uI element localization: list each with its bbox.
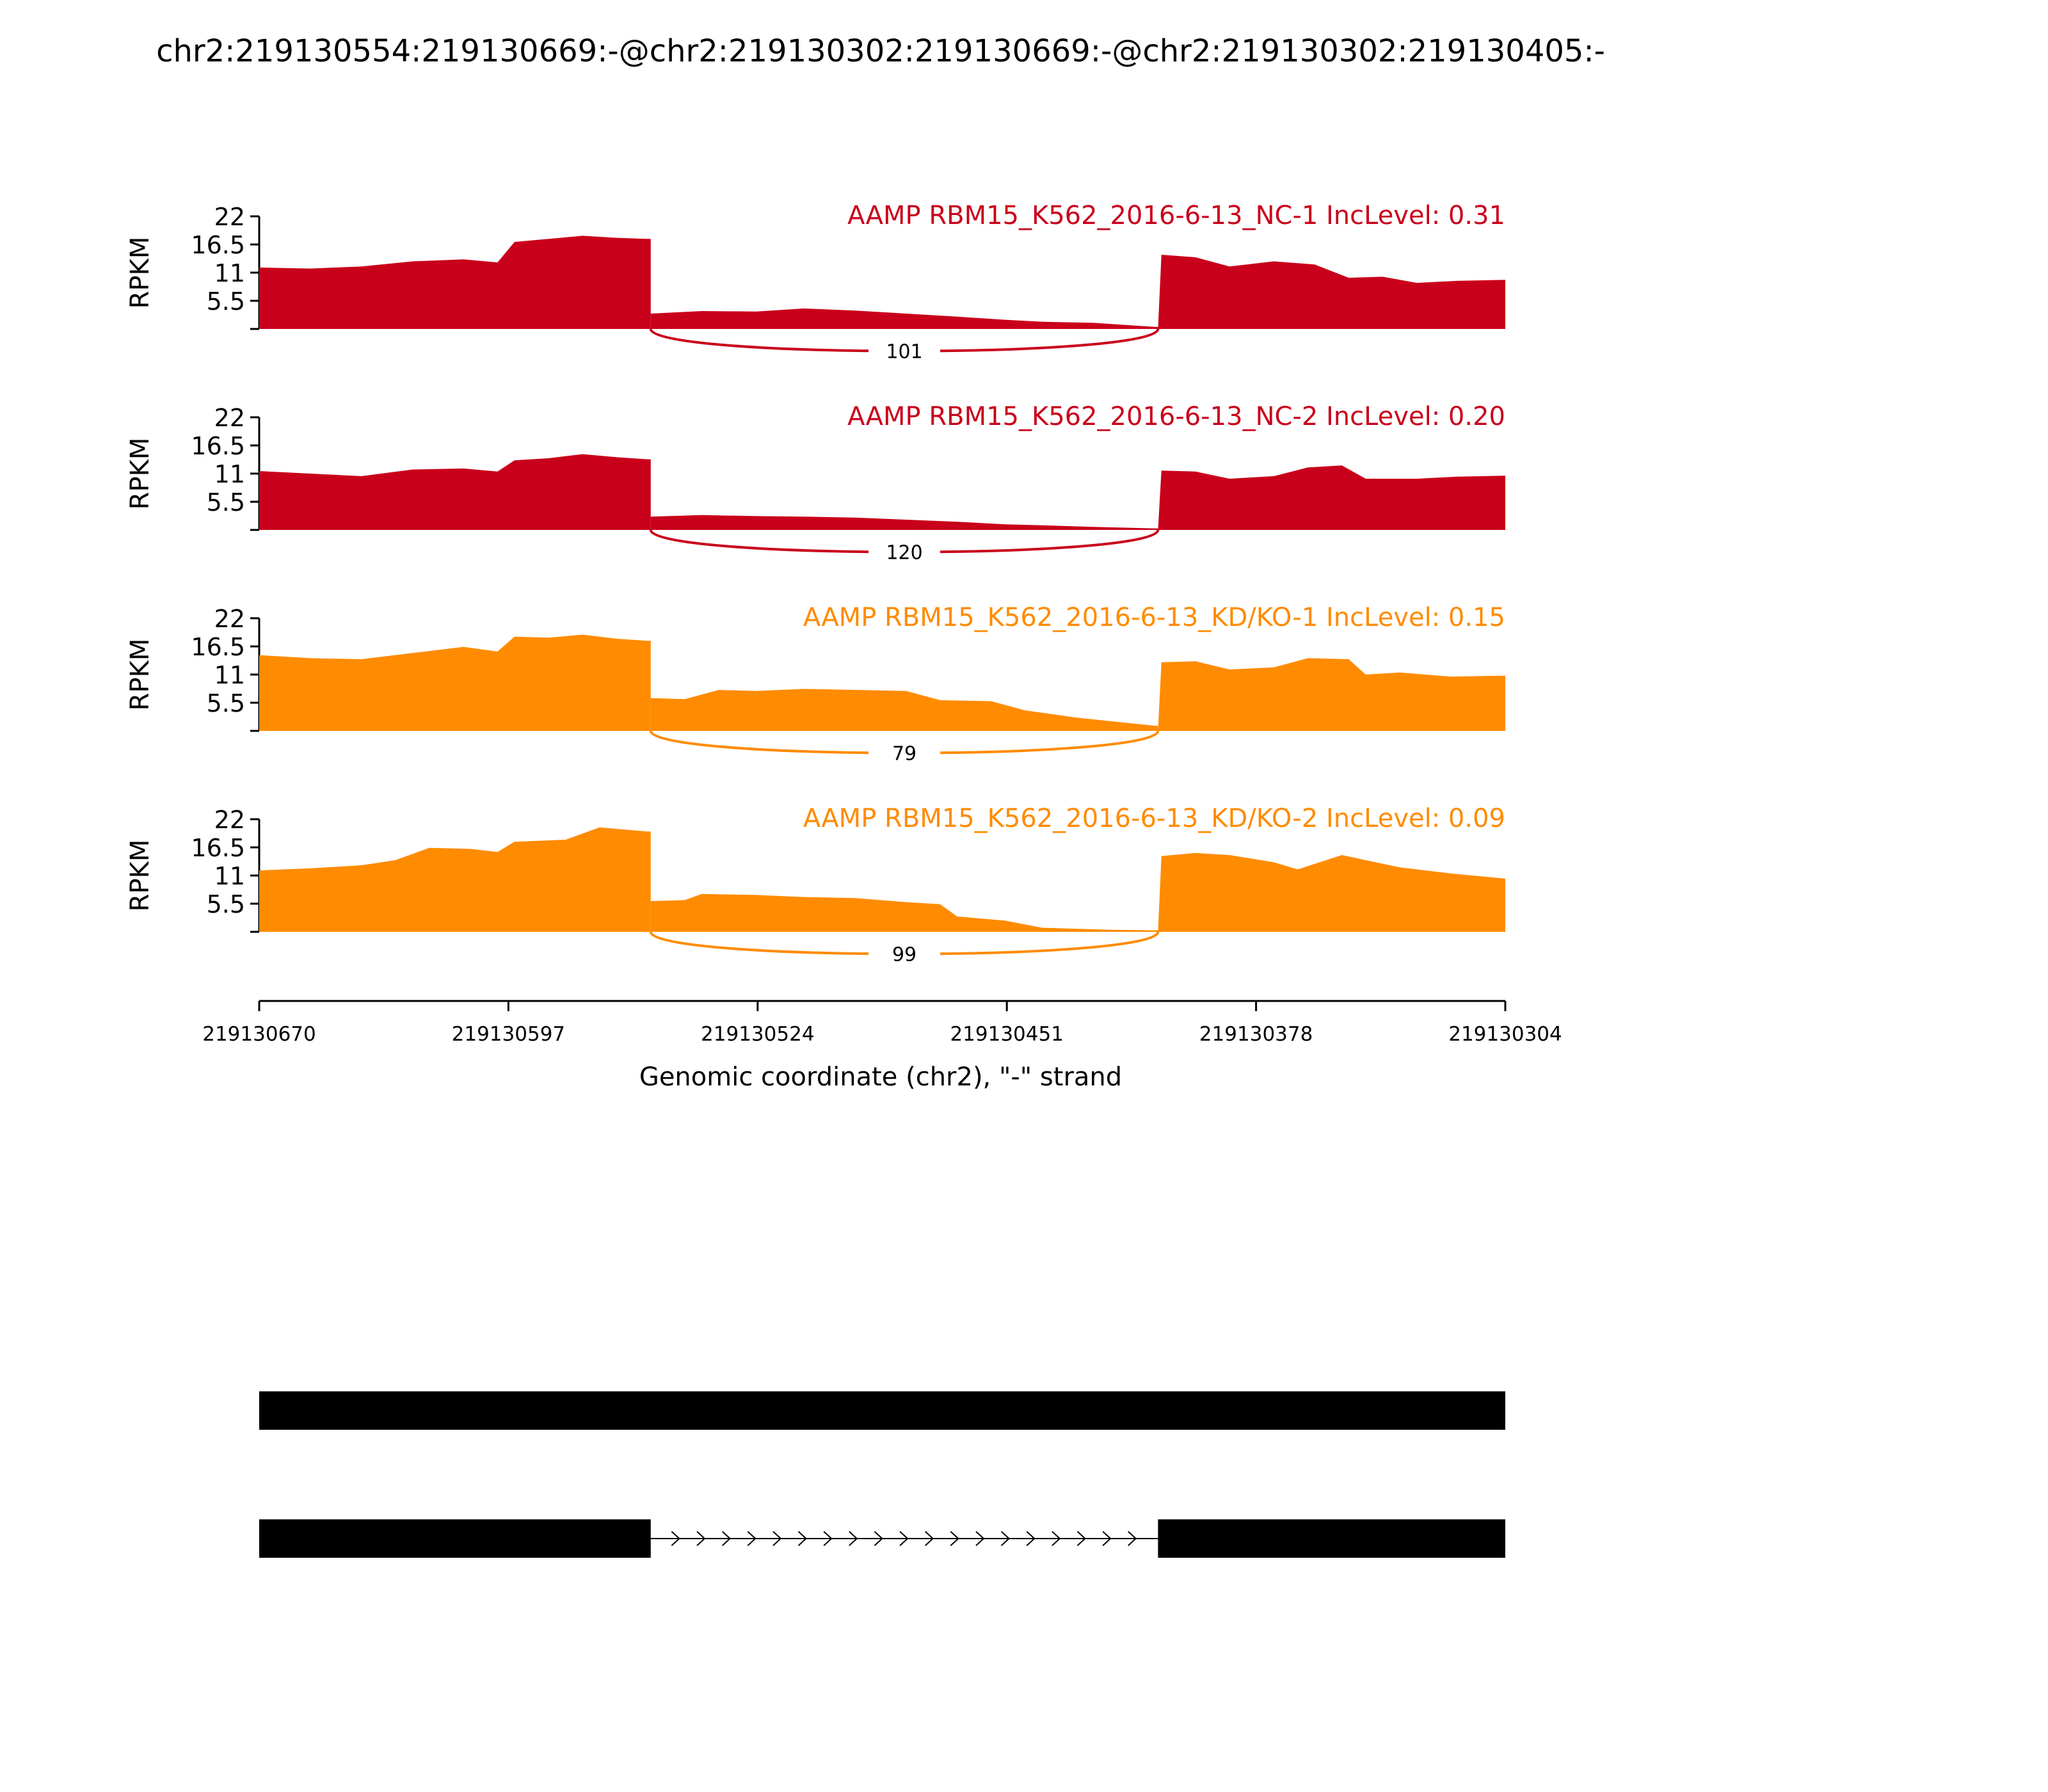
y-tick-label: 16.5: [191, 834, 245, 862]
x-tick-label: 219130524: [701, 1023, 815, 1046]
strand-arrow: [1026, 1531, 1036, 1546]
junction-count-label: 120: [886, 542, 922, 564]
strand-arrow: [1102, 1531, 1112, 1546]
junction-label-bg: [868, 538, 941, 566]
junction-label-bg: [868, 739, 941, 767]
junction-label-bg: [868, 940, 941, 968]
strand-arrow: [721, 1531, 732, 1546]
x-tick-label: 219130378: [1199, 1023, 1313, 1046]
y-tick-label: 22: [214, 806, 245, 834]
strand-arrow: [874, 1531, 883, 1546]
y-axis-label: RPKM: [125, 639, 155, 711]
y-tick-label: 16.5: [191, 633, 245, 661]
coverage-area-exon1: [259, 827, 651, 932]
coverage-area-exon2: [650, 893, 1158, 932]
strand-arrow: [950, 1531, 959, 1546]
x-axis: 219130670 219130597 219130524 219130451 2191…: [202, 1000, 1562, 1046]
isoform-2: [259, 1519, 1505, 1558]
coverage-area-exon2: [650, 689, 1158, 731]
coverage-area-exon3: [1158, 658, 1505, 731]
strand-arrow: [1128, 1531, 1137, 1546]
y-axis-label: RPKM: [125, 438, 155, 510]
y-tick-label: 16.5: [191, 231, 245, 259]
junction-count-label: 101: [886, 341, 922, 364]
y-tick-label: 11: [214, 259, 245, 287]
x-tick-label: 219130451: [950, 1023, 1064, 1046]
x-tick-label: 219130597: [452, 1023, 566, 1046]
isoform-track: [259, 1391, 1505, 1558]
y-tick-label: 22: [214, 404, 245, 432]
y-tick-label: 22: [214, 203, 245, 231]
coverage-area-exon3: [1158, 255, 1505, 329]
strand-arrow: [925, 1531, 934, 1546]
strand-arrow: [1052, 1531, 1061, 1546]
strand-arrow: [696, 1531, 706, 1546]
strand-arrow: [1000, 1531, 1011, 1546]
strand-arrow: [849, 1531, 858, 1546]
coverage-area-exon1: [259, 454, 651, 530]
y-tick-label: 5.5: [207, 689, 245, 717]
figure-title: chr2:219130554:219130669:-@chr2:21913030…: [156, 33, 1605, 69]
coverage-area-exon1: [259, 236, 651, 329]
x-tick-label: 219130304: [1448, 1023, 1562, 1046]
strand-arrow: [899, 1531, 909, 1546]
y-tick-label: 5.5: [207, 287, 245, 316]
exon-block: [259, 1391, 1505, 1430]
y-axis-label: RPKM: [125, 840, 155, 912]
junction-label-bg: [868, 337, 941, 365]
exon-block: [259, 1519, 651, 1558]
junction-count-label: 79: [892, 743, 916, 765]
strand-arrow: [1076, 1531, 1086, 1546]
y-tick-label: 11: [214, 661, 245, 689]
sample-label: AAMP RBM15_K562_2016-6-13_KD/KO-2 IncLev…: [803, 804, 1505, 833]
x-tick-label: 219130670: [202, 1023, 316, 1046]
y-tick-label: 11: [214, 862, 245, 890]
sample-label: AAMP RBM15_K562_2016-6-13_NC-2 IncLevel:…: [847, 402, 1505, 431]
strand-arrow: [797, 1531, 808, 1546]
x-axis-label: Genomic coordinate (chr2), "-" strand: [639, 1062, 1122, 1092]
coverage-area-exon2: [650, 308, 1158, 329]
y-tick-label: 16.5: [191, 432, 245, 460]
isoform-1: [259, 1391, 1505, 1430]
strand-arrow: [671, 1531, 680, 1546]
strand-arrow: [747, 1531, 756, 1546]
y-axis-label: RPKM: [125, 237, 155, 309]
coverage-area-exon2: [650, 515, 1158, 530]
y-tick-label: 5.5: [207, 890, 245, 918]
exon-block: [1158, 1519, 1505, 1558]
y-tick-label: 22: [214, 605, 245, 633]
strand-arrow: [823, 1531, 833, 1546]
coverage-area-exon3: [1158, 852, 1505, 932]
coverage-area-exon1: [259, 634, 651, 731]
y-tick-label: 11: [214, 460, 245, 488]
junction-count-label: 99: [892, 944, 916, 966]
sample-label: AAMP RBM15_K562_2016-6-13_NC-1 IncLevel:…: [847, 201, 1505, 230]
strand-arrow: [772, 1531, 782, 1546]
coverage-area-exon3: [1158, 465, 1505, 530]
sample-label: AAMP RBM15_K562_2016-6-13_KD/KO-1 IncLev…: [803, 603, 1505, 632]
strand-arrow: [975, 1531, 985, 1546]
y-tick-label: 5.5: [207, 488, 245, 516]
